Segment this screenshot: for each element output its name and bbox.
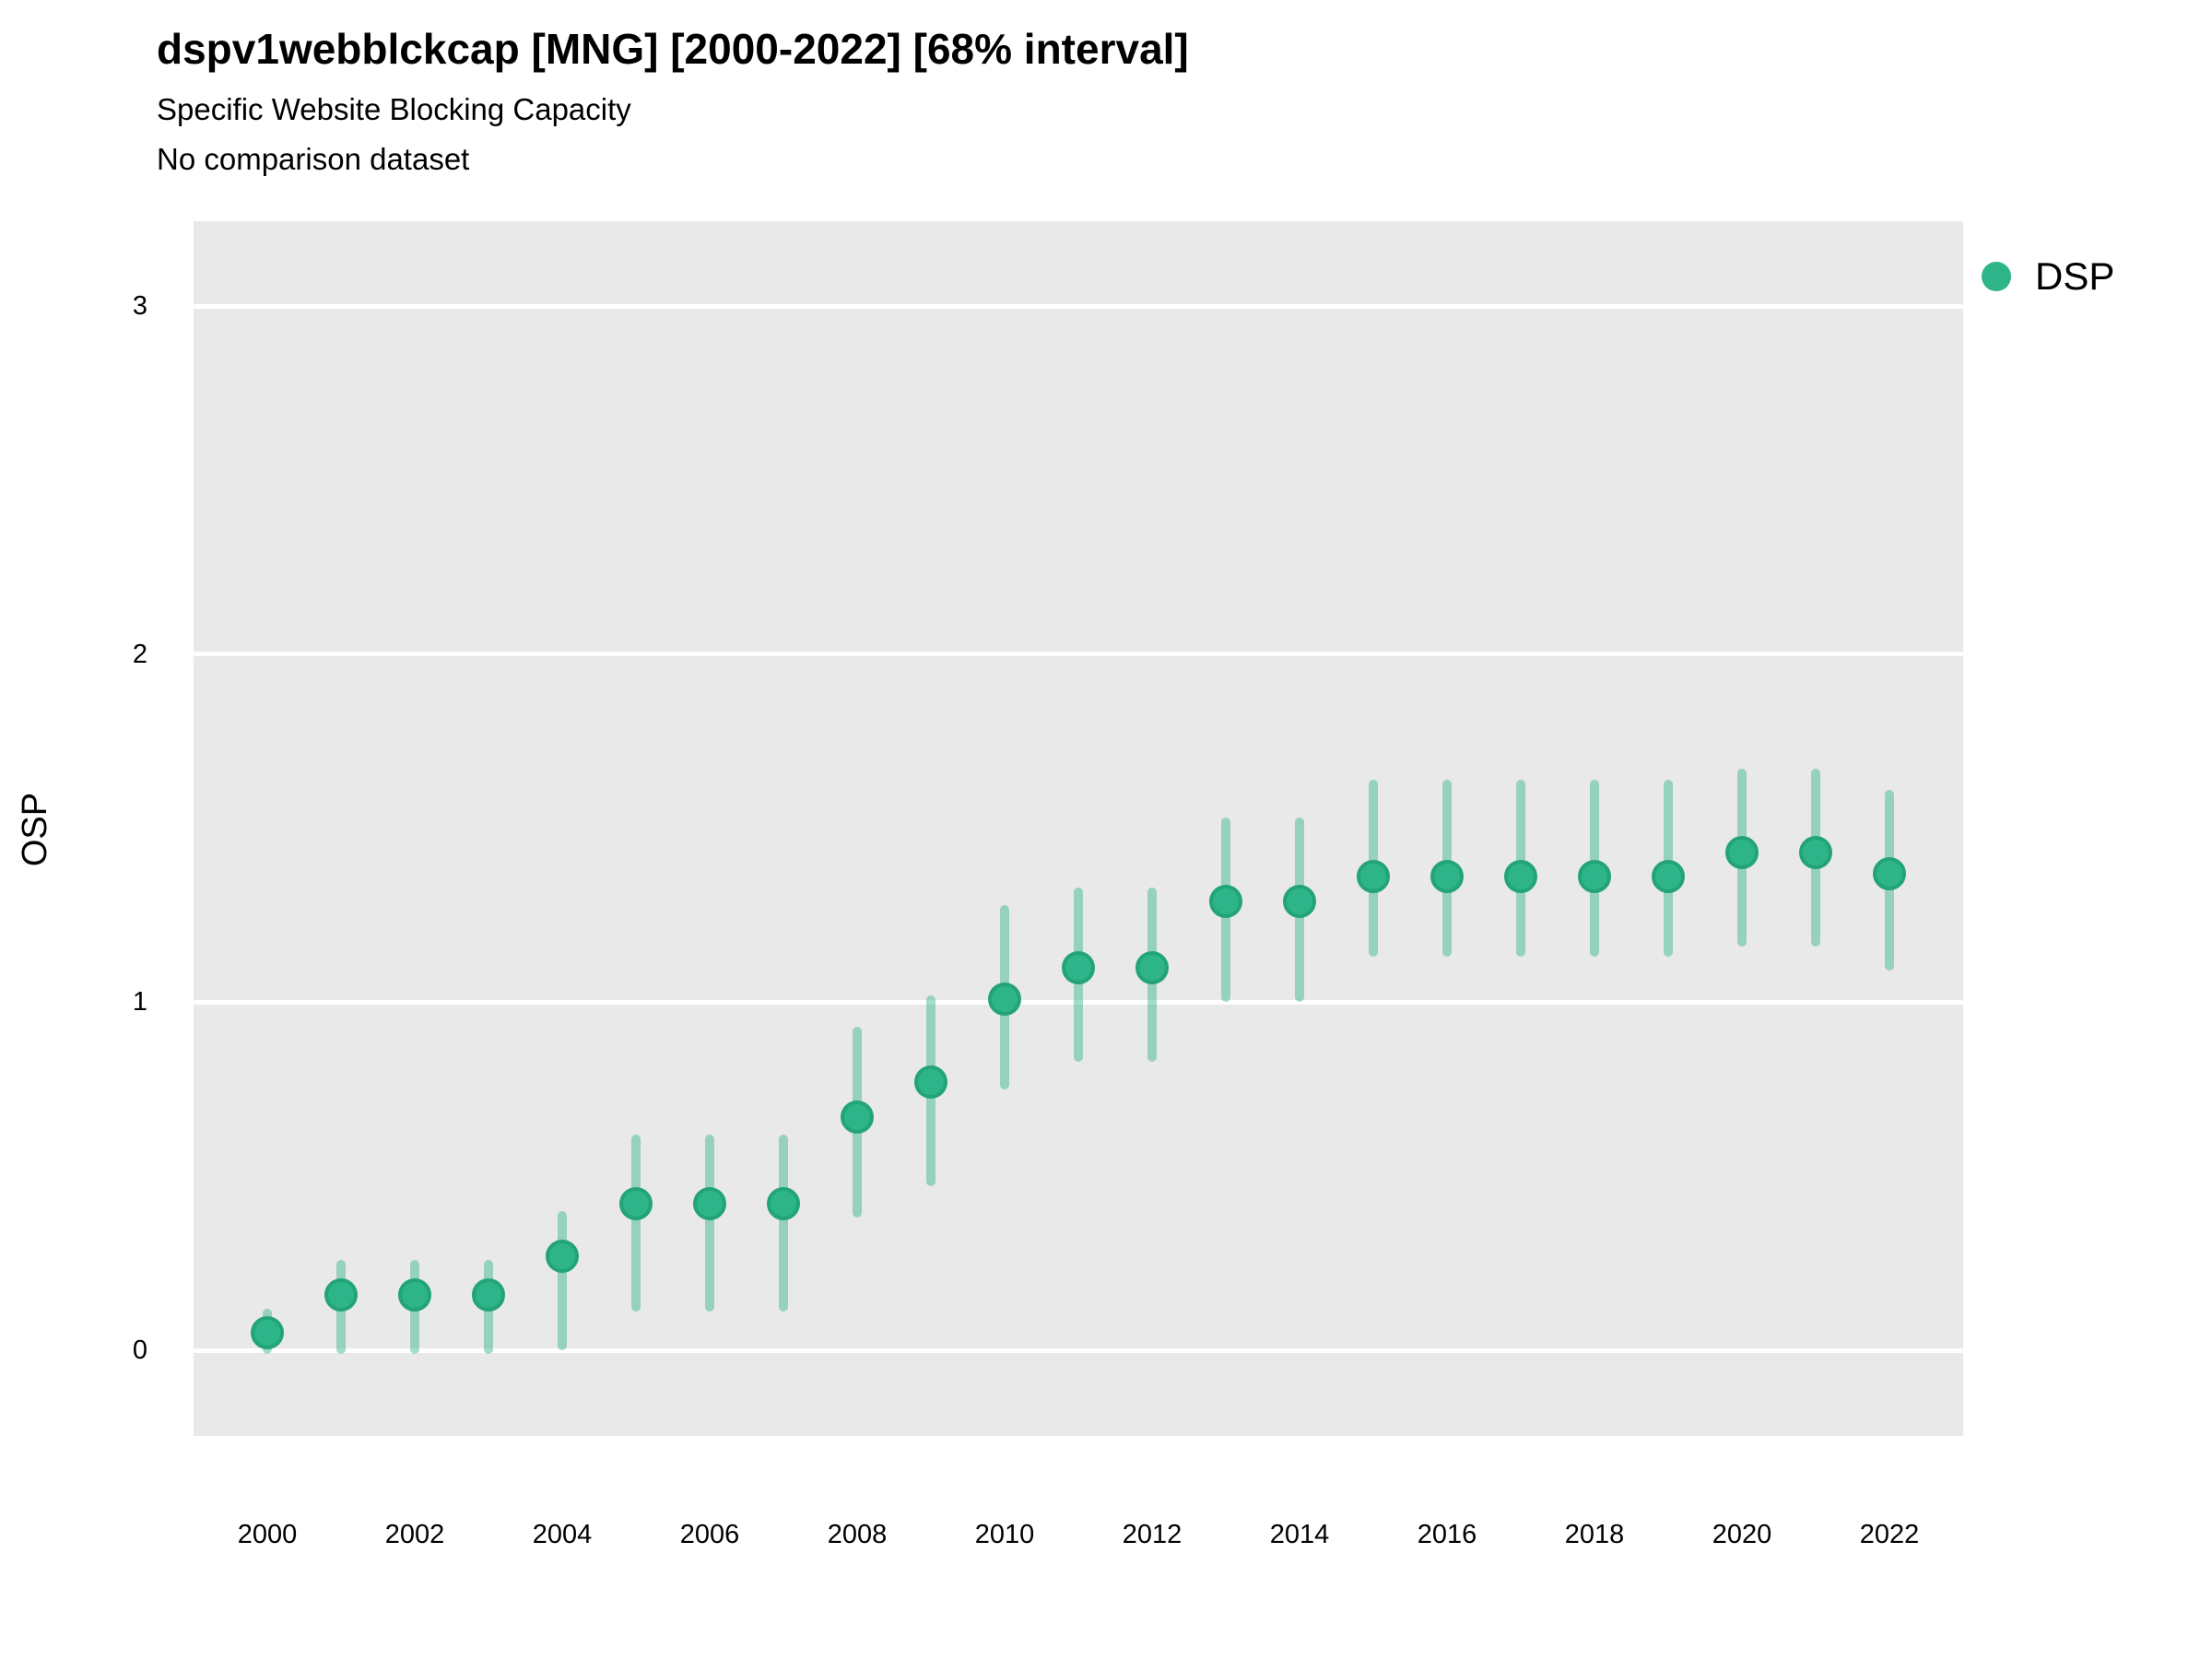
legend: DSP [1982,251,2114,302]
x-tick-label-2010: 2010 [974,1520,1035,1549]
data-point-2022 [1873,856,1906,890]
y-tick-label-1: 1 [132,987,147,1018]
x-tick-label-2018: 2018 [1564,1520,1625,1549]
data-point-2013 [1209,884,1242,918]
x-tick-label-2006: 2006 [679,1520,740,1549]
data-point-2009 [914,1065,947,1100]
data-point-2000 [251,1316,284,1350]
data-point-2002 [398,1277,431,1312]
legend-label: DSP [2035,254,2115,298]
data-point-2001 [324,1277,358,1312]
x-tick-label-2016: 2016 [1417,1520,1477,1549]
data-point-2015 [1357,860,1390,894]
data-point-2003 [472,1277,505,1312]
data-point-2021 [1799,835,1832,869]
comparison-note: No comparison dataset [157,142,470,176]
data-point-2007 [767,1187,800,1221]
x-tick-label-2020: 2020 [1712,1520,1772,1549]
data-point-2011 [1062,950,1095,984]
data-point-2005 [619,1187,653,1221]
y-axis-label: OSP [15,792,54,867]
interval-bar-2005 [631,1134,641,1312]
data-point-2020 [1725,835,1759,869]
data-point-2010 [988,982,1021,1016]
gridline-y-3 [194,303,1963,309]
y-tick-label-0: 0 [132,1335,147,1365]
x-tick-label-2014: 2014 [1269,1520,1330,1549]
y-tick-label-2: 2 [132,639,147,669]
y-tick-label-3: 3 [132,291,147,321]
gridline-y-1 [194,999,1963,1005]
data-point-2017 [1504,860,1537,894]
data-point-2008 [841,1100,874,1134]
gridline-y-2 [194,652,1963,657]
chart-title: dspv1webblckcap [MNG] [2000-2022] [68% i… [157,25,1189,73]
x-tick-label-2012: 2012 [1122,1520,1182,1549]
plot-panel [194,221,1963,1436]
interval-bar-2006 [705,1134,714,1312]
x-tick-label-2002: 2002 [384,1520,445,1549]
chart-subtitle: Specific Website Blocking Capacity [157,92,631,126]
gridline-y-0 [194,1347,1963,1353]
interval-bar-2004 [558,1210,567,1350]
interval-bar-2007 [779,1134,788,1312]
data-point-2019 [1652,860,1685,894]
data-point-2004 [546,1240,579,1274]
data-point-2012 [1135,950,1169,984]
x-tick-label-2022: 2022 [1859,1520,1920,1549]
data-point-2014 [1283,884,1316,918]
legend-circle-icon [1982,262,2011,291]
data-point-2016 [1430,860,1464,894]
x-tick-label-2004: 2004 [532,1520,593,1549]
data-point-2006 [693,1187,726,1221]
data-point-2018 [1578,860,1611,894]
x-tick-label-2008: 2008 [827,1520,888,1549]
x-tick-label-2000: 2000 [237,1520,298,1549]
